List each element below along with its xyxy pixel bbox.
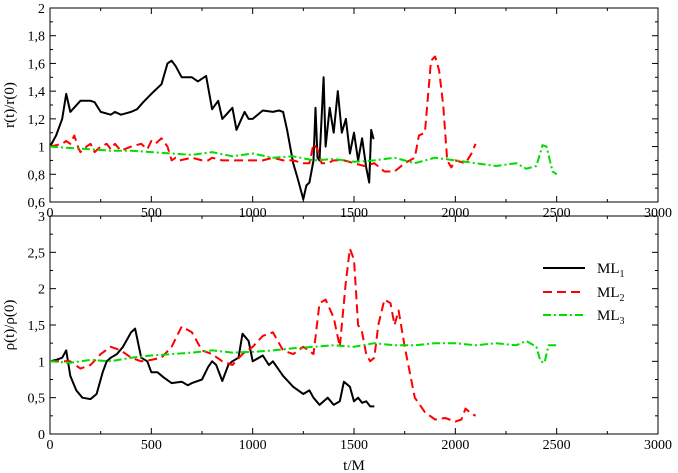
bottom-series-line-2 <box>50 247 477 423</box>
bottom-x-tick-label: 0 <box>47 438 54 453</box>
bottom-series <box>49 247 557 423</box>
bottom-x-tick-label: 1500 <box>340 438 368 453</box>
top-series-line-3 <box>49 144 558 176</box>
top-y-tick-label: 0,8 <box>28 168 46 183</box>
top-x-tick-label: 500 <box>141 206 162 221</box>
legend-label-ml2: ML2 <box>597 285 625 304</box>
top-series-line-1 <box>49 59 375 201</box>
legend-entry-ml1: ML1 <box>543 261 625 280</box>
top-series <box>49 55 558 201</box>
legend-label-ml3: ML3 <box>597 308 625 327</box>
bottom-y-tick-label: 3 <box>38 210 45 225</box>
top-x-tick-label: 0 <box>47 206 54 221</box>
top-x-tick-label: 2500 <box>543 206 571 221</box>
top-y-tick-label: 1,4 <box>28 85 46 100</box>
top-y-tick-label: 2 <box>38 2 45 17</box>
bottom-x-tick-label: 2000 <box>441 438 469 453</box>
top-y-axis-label: r(t)/r(0) <box>2 82 18 128</box>
top-panel: 0 500 1000 1500 2000 2500 3000 0,6 0,8 1 1,2 1,4 1,… <box>2 2 672 221</box>
bottom-y-tick-label: 1,5 <box>28 319 46 334</box>
bottom-x-tick-label: 2500 <box>543 438 571 453</box>
top-x-tick-label: 3000 <box>644 206 672 221</box>
bottom-x-tick-label: 3000 <box>644 438 672 453</box>
legend-entry-ml2: ML2 <box>543 285 625 304</box>
bottom-series-line-3 <box>49 340 557 364</box>
top-y-tick-label: 0,6 <box>28 196 46 211</box>
bottom-series-line-1 <box>49 327 375 408</box>
top-y-tick-label: 1,8 <box>28 30 46 45</box>
x-axis-label: t/M <box>343 458 365 473</box>
bottom-y-tick-label: 1 <box>38 355 45 370</box>
bottom-y-tick-label: 2 <box>38 283 45 298</box>
bottom-y-tick-label: 2,5 <box>28 246 46 261</box>
bottom-y-axis-label: ρ(t)/ρ(0) <box>2 300 18 351</box>
top-x-tick-label: 1500 <box>340 206 368 221</box>
top-y-tick-label: 1,6 <box>28 57 46 72</box>
bottom-ticks <box>49 215 659 435</box>
top-y-tick-label: 1 <box>38 141 45 156</box>
top-ticks <box>49 7 659 203</box>
legend: ML1 ML2 ML3 <box>543 261 625 327</box>
legend-entry-ml3: ML3 <box>543 308 625 327</box>
top-series-line-2 <box>49 55 477 173</box>
bottom-x-tick-label: 1000 <box>239 438 267 453</box>
bottom-x-tick-labels: 0 500 1000 1500 2000 2500 3000 <box>47 438 673 453</box>
top-y-tick-labels: 0,6 0,8 1 1,2 1,4 1,6 1,8 2 <box>28 2 46 211</box>
bottom-x-tick-label: 500 <box>141 438 162 453</box>
top-y-tick-label: 1,2 <box>28 113 46 128</box>
top-x-tick-labels: 0 500 1000 1500 2000 2500 3000 <box>47 206 673 221</box>
bottom-y-tick-label: 0,5 <box>28 392 46 407</box>
bottom-y-tick-labels: 0 0,5 1 1,5 2 2,5 3 <box>28 210 46 443</box>
bottom-y-tick-label: 0 <box>38 428 45 443</box>
top-x-tick-label: 1000 <box>239 206 267 221</box>
bottom-panel: 0 500 1000 1500 2000 2500 3000 0 0,5 1 1,5 2 2,5 3 ρ… <box>2 210 672 473</box>
top-x-tick-label: 2000 <box>441 206 469 221</box>
legend-label-ml1: ML1 <box>597 261 625 280</box>
